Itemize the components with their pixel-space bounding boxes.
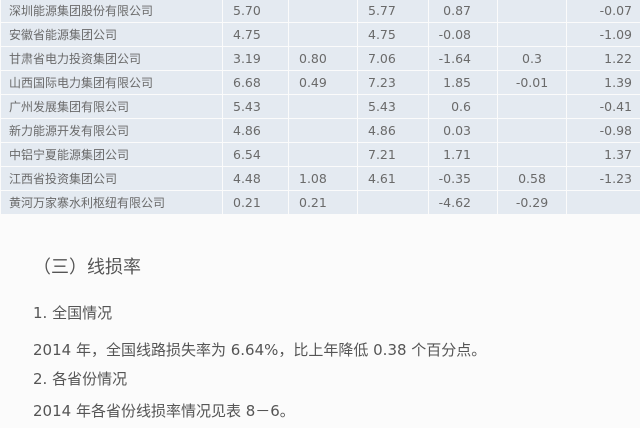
table-row: 黄河万家寨水利枢纽有限公司 0.21 0.21 -4.62 -0.29 — [0, 190, 640, 215]
table-row: 广州发展集团有限公司 5.43 5.43 0.6 -0.41 — [0, 94, 640, 119]
paragraph-national: 2014 年，全国线路损失率为 6.64%，比上年降低 0.38 个百分点。 — [33, 341, 487, 359]
table-row: 安徽省能源集团公司 4.75 4.75 -0.08 -1.09 — [0, 22, 640, 47]
value-cell-c4: 1.85 — [428, 70, 498, 95]
value-cell-c5: -0.01 — [497, 70, 567, 95]
value-cell-c2 — [288, 142, 358, 167]
value-cell-c6: -0.98 — [566, 118, 640, 143]
value-cell-c5 — [497, 118, 567, 143]
value-cell-c1: 6.68 — [222, 70, 289, 95]
data-table: 深圳能源集团股份有限公司 5.70 5.77 0.87 -0.07 安徽省能源集团公司 4.… — [0, 0, 640, 215]
paragraph-provincial: 2014 年各省份线损率情况见表 8－6。 — [33, 402, 295, 420]
value-cell-c3: 5.77 — [357, 0, 429, 23]
value-cell-c5: 0.58 — [497, 166, 567, 191]
value-cell-c4: -0.35 — [428, 166, 498, 191]
value-cell-c4: -1.64 — [428, 46, 498, 71]
company-name-cell: 黄河万家寨水利枢纽有限公司 — [0, 190, 223, 215]
table-row: 山西国际电力集团有限公司 6.68 0.49 7.23 1.85 -0.01 1.39 — [0, 70, 640, 95]
value-cell-c1: 0.21 — [222, 190, 289, 215]
value-cell-c4: 0.03 — [428, 118, 498, 143]
company-name-cell: 安徽省能源集团公司 — [0, 22, 223, 47]
value-cell-c5: -0.29 — [497, 190, 567, 215]
table-row: 甘肃省电力投资集团公司 3.19 0.80 7.06 -1.64 0.3 1.22 — [0, 46, 640, 71]
company-name-cell: 山西国际电力集团有限公司 — [0, 70, 223, 95]
value-cell-c4: 1.71 — [428, 142, 498, 167]
company-name-cell: 广州发展集团有限公司 — [0, 94, 223, 119]
value-cell-c1: 6.54 — [222, 142, 289, 167]
value-cell-c4: -4.62 — [428, 190, 498, 215]
table-row: 新力能源开发有限公司 4.86 4.86 0.03 -0.98 — [0, 118, 640, 143]
value-cell-c6: 1.39 — [566, 70, 640, 95]
value-cell-c1: 3.19 — [222, 46, 289, 71]
value-cell-c6: -1.23 — [566, 166, 640, 191]
company-name-cell: 甘肃省电力投资集团公司 — [0, 46, 223, 71]
value-cell-c4: 0.6 — [428, 94, 498, 119]
table-row: 江西省投资集团公司 4.48 1.08 4.61 -0.35 0.58 -1.23 — [0, 166, 640, 191]
value-cell-c2: 0.49 — [288, 70, 358, 95]
value-cell-c6: -1.09 — [566, 22, 640, 47]
value-cell-c5 — [497, 94, 567, 119]
value-cell-c5 — [497, 22, 567, 47]
value-cell-c6 — [566, 190, 640, 215]
value-cell-c6: -0.41 — [566, 94, 640, 119]
value-cell-c3: 4.86 — [357, 118, 429, 143]
value-cell-c4: -0.08 — [428, 22, 498, 47]
value-cell-c2: 1.08 — [288, 166, 358, 191]
subheading-national: 1. 全国情况 — [33, 304, 113, 322]
value-cell-c3: 7.06 — [357, 46, 429, 71]
section-heading: （三）线损率 — [33, 257, 141, 278]
value-cell-c1: 4.48 — [222, 166, 289, 191]
value-cell-c6: 1.22 — [566, 46, 640, 71]
value-cell-c2: 0.80 — [288, 46, 358, 71]
value-cell-c3: 5.43 — [357, 94, 429, 119]
value-cell-c6: 1.37 — [566, 142, 640, 167]
company-name-cell: 江西省投资集团公司 — [0, 166, 223, 191]
value-cell-c1: 5.70 — [222, 0, 289, 23]
value-cell-c5: 0.3 — [497, 46, 567, 71]
subheading-provincial: 2. 各省份情况 — [33, 370, 128, 388]
value-cell-c4: 0.87 — [428, 0, 498, 23]
value-cell-c3 — [357, 190, 429, 215]
value-cell-c3: 7.23 — [357, 70, 429, 95]
value-cell-c1: 4.86 — [222, 118, 289, 143]
value-cell-c5 — [497, 142, 567, 167]
table-row: 深圳能源集团股份有限公司 5.70 5.77 0.87 -0.07 — [0, 0, 640, 23]
value-cell-c2 — [288, 94, 358, 119]
value-cell-c2 — [288, 118, 358, 143]
company-name-cell: 深圳能源集团股份有限公司 — [0, 0, 223, 23]
value-cell-c2 — [288, 0, 358, 23]
value-cell-c1: 4.75 — [222, 22, 289, 47]
value-cell-c3: 4.75 — [357, 22, 429, 47]
company-name-cell: 新力能源开发有限公司 — [0, 118, 223, 143]
value-cell-c1: 5.43 — [222, 94, 289, 119]
value-cell-c6: -0.07 — [566, 0, 640, 23]
value-cell-c3: 7.21 — [357, 142, 429, 167]
company-name-cell: 中铝宁夏能源集团公司 — [0, 142, 223, 167]
value-cell-c5 — [497, 0, 567, 23]
table-row: 中铝宁夏能源集团公司 6.54 7.21 1.71 1.37 — [0, 142, 640, 167]
value-cell-c3: 4.61 — [357, 166, 429, 191]
value-cell-c2 — [288, 22, 358, 47]
value-cell-c2: 0.21 — [288, 190, 358, 215]
